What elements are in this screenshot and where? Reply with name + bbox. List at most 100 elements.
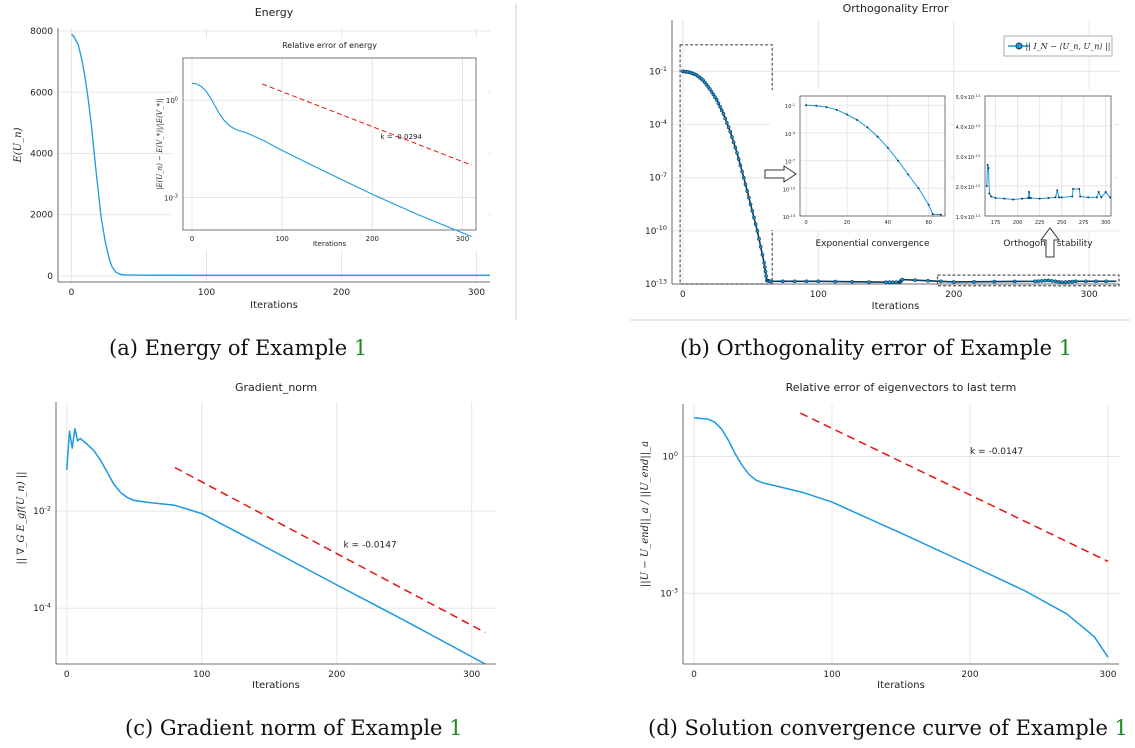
inset-marker xyxy=(1038,197,1041,200)
chart-title: Energy xyxy=(255,6,294,19)
inset-marker xyxy=(1100,196,1103,199)
orth-marker xyxy=(716,101,721,106)
caption-a-ref[interactable]: 1 xyxy=(353,336,368,360)
orth-marker xyxy=(730,135,734,139)
orth-marker xyxy=(913,278,917,282)
y-axis-label: ||U − U_end||_a / ||U_end||_a xyxy=(640,441,651,587)
orth-marker xyxy=(714,97,719,102)
orth-marker xyxy=(747,195,751,200)
y-tick-label: 10-1 xyxy=(649,65,667,78)
slope-annotation: k = -0.0147 xyxy=(970,447,1023,457)
zoom-box xyxy=(936,274,1120,287)
caption-b-ref[interactable]: 1 xyxy=(1058,336,1073,360)
y-axis-label: E(U_n) xyxy=(13,127,24,163)
axes-frame xyxy=(799,95,946,217)
x-tick-label: 0 xyxy=(64,670,70,680)
inset-marker xyxy=(1027,197,1030,199)
trend-line xyxy=(262,83,472,166)
inset-marker xyxy=(825,106,828,109)
orth-marker xyxy=(894,280,898,285)
inset-marker xyxy=(1029,197,1032,199)
orth-inset: 0 20 40 60 10-1 10-4 10-7 10-10 10-13 Exponential… xyxy=(770,90,949,249)
orth-marker xyxy=(850,279,854,284)
inset-marker xyxy=(1012,198,1015,201)
x-tick-label: 0 xyxy=(805,220,808,226)
orth-marker xyxy=(890,280,895,285)
x-axis-label: Iterations xyxy=(252,680,300,691)
orth-marker xyxy=(884,280,888,285)
slope-annotation: k = -0.0294 xyxy=(380,133,422,141)
orth-marker xyxy=(816,279,821,284)
inset-marker xyxy=(1087,196,1090,199)
inset-marker xyxy=(1003,197,1006,200)
panel-energy: 0 100 200 30002000400060008000EnergyIterati… xyxy=(13,4,517,320)
caption-c-ref[interactable]: 1 xyxy=(449,716,463,740)
orth-marker xyxy=(760,252,765,257)
inset-marker xyxy=(1072,188,1075,190)
orth-marker xyxy=(1053,279,1058,284)
x-tick-label: 0 xyxy=(190,235,194,243)
inset-marker xyxy=(1060,196,1063,199)
x-tick-label: 0 xyxy=(69,288,75,298)
y-tick-label: 2000 xyxy=(30,211,53,221)
orth-marker xyxy=(1104,279,1108,284)
orth-marker xyxy=(833,279,838,284)
orth-marker xyxy=(736,157,741,161)
orth-marker xyxy=(750,209,755,213)
orth-marker xyxy=(1046,278,1051,283)
chart-title: Orthogonality Error xyxy=(843,2,949,15)
orth-marker xyxy=(1056,279,1061,284)
orth-marker xyxy=(900,277,905,282)
x-tick-label: 100 xyxy=(823,670,840,680)
inset-marker xyxy=(1071,195,1074,198)
x-tick-label: 200 xyxy=(945,290,962,300)
orth-marker xyxy=(972,279,976,284)
inset-marker xyxy=(866,126,869,129)
y-tick-label: 10-7 xyxy=(785,159,795,166)
orth-marker xyxy=(1012,279,1017,284)
y-tick-label: 10-10 xyxy=(783,186,796,193)
caption-b-text: (b) Orthogonality error of Example xyxy=(680,336,1059,360)
orth-marker xyxy=(1073,279,1078,284)
x-tick-label: 200 xyxy=(961,670,978,680)
y-tick-label: 5.0×10-13 xyxy=(956,94,980,101)
orth-marker xyxy=(926,278,930,283)
orth-marker xyxy=(719,108,724,113)
inset-marker xyxy=(1097,191,1100,193)
orth-inset: 175 200 225 250 275 300 1.0×10-13 2.0×10-13 3.0×… xyxy=(955,90,1115,249)
inset-marker xyxy=(1047,197,1050,199)
x-tick-label: 40 xyxy=(885,220,891,226)
inset-y-label: |E(U_n) − E(V_*)|/|E(V_*)| xyxy=(156,98,164,190)
orth-marker xyxy=(1033,279,1037,284)
orth-marker xyxy=(1039,279,1044,283)
caption-a-text: (a) Energy of Example xyxy=(109,336,354,360)
x-tick-label: 20 xyxy=(844,220,850,226)
inset-marker xyxy=(886,146,889,149)
y-tick-label: 10-13 xyxy=(783,214,795,221)
orth-marker xyxy=(1036,279,1041,283)
inset-marker xyxy=(815,104,818,107)
inset-marker xyxy=(835,108,838,111)
inset-marker xyxy=(1109,196,1112,199)
orth-marker xyxy=(1070,279,1075,284)
orth-marker xyxy=(1043,278,1047,283)
inset-marker xyxy=(1095,196,1098,199)
x-tick-label: 275 xyxy=(1079,220,1089,226)
orth-marker xyxy=(763,269,768,274)
inset-marker xyxy=(927,203,930,206)
x-tick-label: 200 xyxy=(328,670,345,680)
legend-marker xyxy=(1015,42,1023,50)
y-tick-label: 4000 xyxy=(30,149,53,159)
x-tick-label: 100 xyxy=(198,288,215,298)
energy-line xyxy=(71,33,490,276)
caption-d-ref[interactable]: 1 xyxy=(1114,716,1128,740)
inset-marker xyxy=(876,135,879,138)
x-tick-label: 0 xyxy=(691,670,697,680)
orth-marker xyxy=(1060,280,1064,285)
y-tick-label: 100 xyxy=(166,96,178,105)
orth-marker xyxy=(951,280,956,284)
orth-marker xyxy=(748,202,753,207)
inset-marker xyxy=(1021,197,1024,200)
inset-marker xyxy=(990,195,993,198)
zoom-box xyxy=(679,44,773,285)
